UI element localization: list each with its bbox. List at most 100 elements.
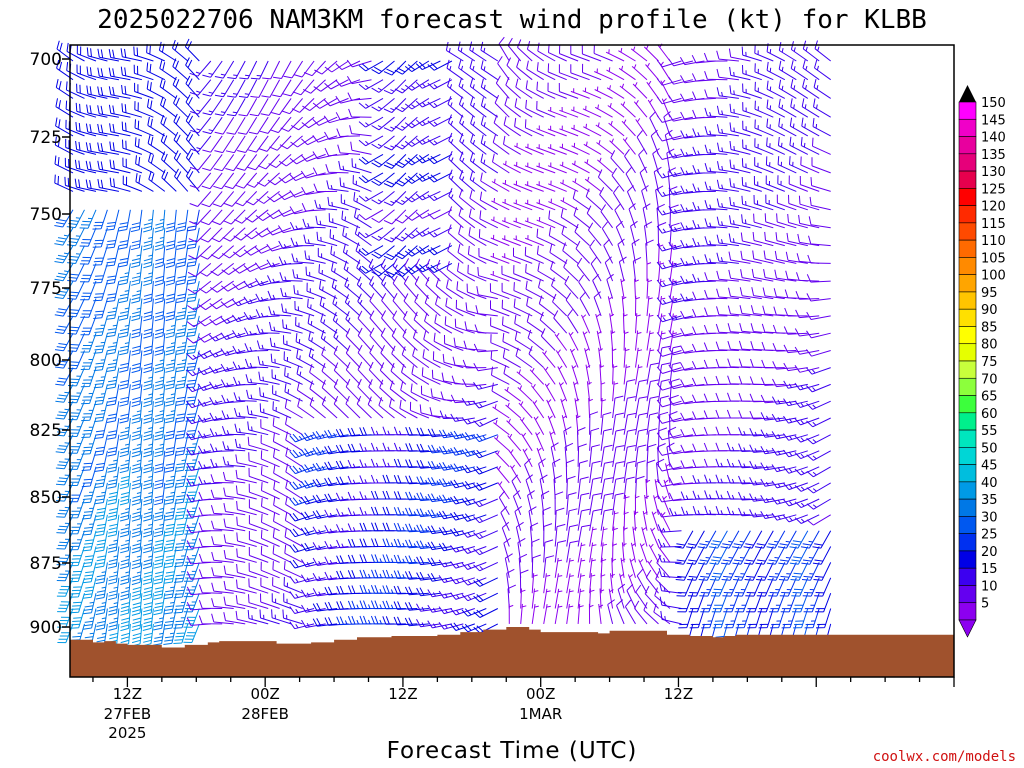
wind-barb bbox=[796, 272, 820, 282]
wind-barb bbox=[766, 80, 786, 99]
wind-barb bbox=[176, 298, 189, 321]
wind-barb bbox=[357, 378, 372, 402]
wind-barb bbox=[56, 482, 74, 502]
wind-barb bbox=[281, 303, 303, 317]
wind-barb bbox=[492, 404, 510, 419]
wind-barb bbox=[378, 397, 395, 419]
wind-barb bbox=[703, 442, 728, 452]
wind-barb bbox=[755, 530, 774, 549]
wind-barb bbox=[404, 190, 430, 203]
colorbar-swatch bbox=[958, 308, 977, 327]
wind-barb bbox=[134, 101, 154, 118]
wind-barb bbox=[728, 251, 751, 264]
wind-barb bbox=[543, 604, 551, 624]
wind-barb bbox=[448, 151, 464, 174]
wind-barb bbox=[278, 240, 303, 249]
wind-barb bbox=[558, 82, 579, 99]
wind-barb bbox=[198, 491, 223, 501]
wind-barb bbox=[729, 196, 751, 211]
wind-barb bbox=[94, 401, 108, 423]
wind-barb bbox=[153, 562, 166, 585]
wind-barb bbox=[503, 135, 521, 155]
wind-barb bbox=[806, 498, 831, 510]
wind-barb bbox=[715, 323, 739, 334]
wind-barb bbox=[599, 588, 605, 609]
wind-barb bbox=[561, 225, 579, 247]
wind-barb bbox=[450, 413, 475, 422]
wind-barb bbox=[107, 514, 120, 537]
wind-barb bbox=[543, 573, 551, 594]
wind-barb bbox=[555, 349, 568, 368]
wind-barb bbox=[259, 387, 280, 402]
y-tick-label: 750 bbox=[30, 205, 62, 225]
wind-barb bbox=[704, 126, 728, 137]
wind-barb bbox=[200, 227, 223, 243]
plot-frame bbox=[69, 44, 955, 678]
wind-barb bbox=[740, 269, 762, 282]
wind-barb bbox=[668, 430, 693, 439]
wind-barb bbox=[473, 592, 499, 603]
wind-barb bbox=[788, 175, 808, 192]
wind-barb bbox=[118, 245, 131, 268]
wind-barb bbox=[223, 612, 246, 625]
wind-barb bbox=[165, 281, 177, 304]
wind-barb bbox=[704, 71, 728, 81]
wind-barb bbox=[501, 253, 521, 264]
wind-barb bbox=[513, 265, 533, 282]
wind-barb bbox=[680, 328, 705, 337]
wind-barb bbox=[106, 401, 120, 423]
wind-barb bbox=[454, 318, 475, 334]
wind-barb bbox=[332, 295, 349, 317]
wind-barb bbox=[55, 434, 74, 454]
wind-barb bbox=[473, 561, 499, 572]
wind-barb bbox=[501, 299, 521, 317]
wind-barb bbox=[716, 234, 739, 247]
wind-barb bbox=[552, 293, 568, 317]
wind-barb bbox=[491, 366, 510, 385]
wind-barb bbox=[415, 172, 441, 182]
wind-barb bbox=[704, 254, 728, 264]
wind-barb bbox=[119, 401, 131, 424]
wind-barb bbox=[788, 194, 808, 211]
wind-barb bbox=[314, 199, 338, 211]
wind-barb bbox=[65, 138, 85, 155]
wind-barb bbox=[668, 205, 693, 214]
wind-barb bbox=[261, 79, 281, 98]
wind-barb bbox=[724, 608, 740, 629]
wind-barb bbox=[447, 242, 464, 264]
wind-barb bbox=[618, 256, 627, 282]
wind-barb bbox=[554, 523, 566, 547]
wind-barb bbox=[446, 261, 464, 282]
wind-barb bbox=[174, 514, 189, 536]
wind-barb bbox=[421, 385, 441, 402]
colorbar-swatch bbox=[958, 602, 977, 621]
wind-barb bbox=[345, 378, 361, 402]
wind-barb bbox=[410, 383, 430, 402]
wind-barb bbox=[369, 310, 384, 334]
wind-barb bbox=[609, 313, 615, 334]
wind-barb bbox=[692, 505, 716, 516]
wind-barb bbox=[520, 603, 527, 624]
wind-barb bbox=[692, 237, 716, 247]
wind-barb bbox=[301, 186, 326, 195]
wind-barb bbox=[783, 482, 808, 491]
wind-barb bbox=[657, 538, 682, 548]
wind-barb bbox=[294, 300, 315, 317]
wind-barb bbox=[394, 245, 418, 260]
colorbar-swatch bbox=[958, 464, 977, 483]
wind-barb bbox=[691, 73, 716, 82]
wind-barb bbox=[656, 554, 671, 579]
wind-barb bbox=[701, 608, 717, 629]
wind-barb bbox=[79, 263, 97, 283]
wind-barb bbox=[312, 526, 338, 535]
wind-barb bbox=[565, 292, 579, 317]
wind-barb bbox=[186, 586, 211, 596]
wind-barb bbox=[646, 412, 659, 435]
wind-barb bbox=[323, 97, 349, 107]
wind-barb bbox=[211, 598, 234, 609]
colorbar-label: 145 bbox=[981, 113, 1006, 128]
wind-barb bbox=[222, 441, 246, 452]
wind-barb bbox=[201, 172, 223, 190]
wind-barb bbox=[221, 410, 246, 419]
wind-barb bbox=[198, 584, 223, 594]
